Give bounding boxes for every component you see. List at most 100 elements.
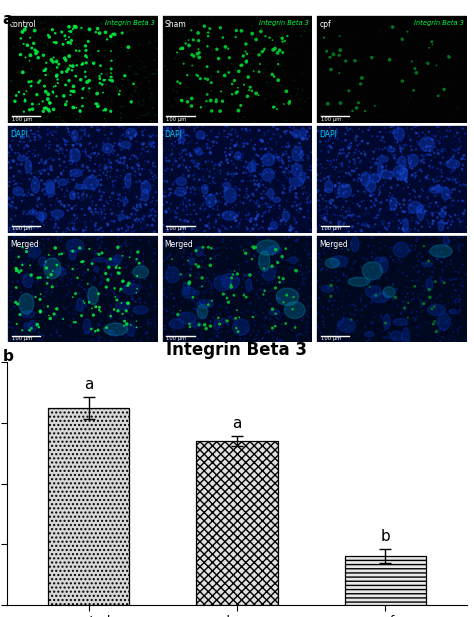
- Polygon shape: [190, 322, 201, 327]
- Point: [302, 188, 310, 197]
- Point: [77, 62, 84, 72]
- Point: [101, 279, 109, 289]
- Point: [198, 99, 205, 109]
- Point: [321, 290, 328, 300]
- Text: a: a: [232, 416, 242, 431]
- Point: [394, 180, 401, 190]
- Point: [356, 56, 364, 66]
- Point: [289, 304, 296, 314]
- Point: [439, 267, 447, 277]
- Point: [88, 122, 95, 132]
- Point: [207, 126, 215, 136]
- Point: [21, 220, 28, 230]
- Point: [165, 96, 173, 106]
- Point: [224, 307, 232, 317]
- Polygon shape: [176, 177, 186, 186]
- Point: [63, 226, 70, 236]
- Point: [91, 288, 99, 298]
- Point: [286, 264, 294, 274]
- Point: [96, 243, 104, 253]
- Point: [177, 323, 184, 333]
- Point: [344, 254, 351, 263]
- Point: [149, 103, 156, 113]
- Point: [73, 179, 81, 189]
- Point: [321, 235, 328, 245]
- Point: [82, 58, 90, 68]
- Point: [346, 47, 353, 57]
- Point: [137, 282, 145, 292]
- Point: [221, 182, 229, 192]
- Point: [286, 122, 293, 132]
- Point: [264, 256, 272, 266]
- Point: [292, 227, 300, 237]
- Point: [417, 207, 425, 217]
- Point: [275, 315, 283, 325]
- Point: [320, 322, 328, 332]
- Point: [243, 270, 251, 280]
- Point: [16, 276, 24, 286]
- Point: [368, 252, 376, 262]
- Point: [72, 302, 80, 312]
- Point: [234, 131, 241, 141]
- Point: [421, 207, 429, 217]
- Point: [16, 310, 24, 320]
- Point: [425, 150, 433, 160]
- Point: [342, 262, 349, 272]
- Point: [80, 244, 88, 254]
- Point: [58, 168, 66, 178]
- Point: [369, 175, 377, 184]
- Point: [321, 274, 328, 284]
- Point: [266, 143, 274, 152]
- Point: [97, 307, 104, 317]
- Point: [35, 126, 42, 136]
- Point: [22, 124, 30, 134]
- Point: [98, 191, 106, 201]
- Point: [395, 165, 402, 175]
- Point: [92, 141, 100, 151]
- Point: [117, 171, 125, 181]
- Point: [36, 76, 44, 86]
- Point: [449, 165, 457, 175]
- Point: [267, 57, 274, 67]
- Point: [70, 314, 77, 324]
- Point: [319, 194, 327, 204]
- Point: [162, 304, 169, 314]
- Point: [37, 73, 45, 83]
- Point: [296, 199, 303, 209]
- Point: [60, 46, 68, 56]
- Point: [188, 101, 195, 111]
- Point: [185, 131, 193, 141]
- Point: [77, 141, 84, 151]
- Point: [371, 185, 378, 195]
- Point: [243, 126, 251, 136]
- Point: [199, 331, 206, 341]
- Point: [394, 225, 402, 235]
- Point: [334, 188, 342, 198]
- Point: [109, 76, 116, 86]
- Point: [161, 239, 168, 249]
- Point: [410, 85, 418, 95]
- Point: [200, 64, 208, 73]
- Point: [224, 158, 232, 168]
- Point: [268, 145, 275, 155]
- Point: [94, 233, 102, 243]
- Point: [202, 202, 210, 212]
- Point: [108, 312, 115, 322]
- Point: [429, 217, 437, 226]
- Point: [270, 270, 278, 280]
- Point: [202, 194, 210, 204]
- Point: [186, 195, 194, 205]
- Point: [246, 298, 254, 308]
- Point: [255, 224, 263, 234]
- Point: [455, 306, 462, 316]
- Point: [456, 144, 463, 154]
- Point: [53, 281, 60, 291]
- Point: [411, 64, 419, 73]
- Point: [250, 17, 257, 27]
- Point: [287, 220, 294, 230]
- Point: [61, 188, 68, 198]
- Point: [351, 147, 358, 157]
- Polygon shape: [224, 188, 237, 202]
- Point: [107, 32, 115, 42]
- Point: [17, 168, 25, 178]
